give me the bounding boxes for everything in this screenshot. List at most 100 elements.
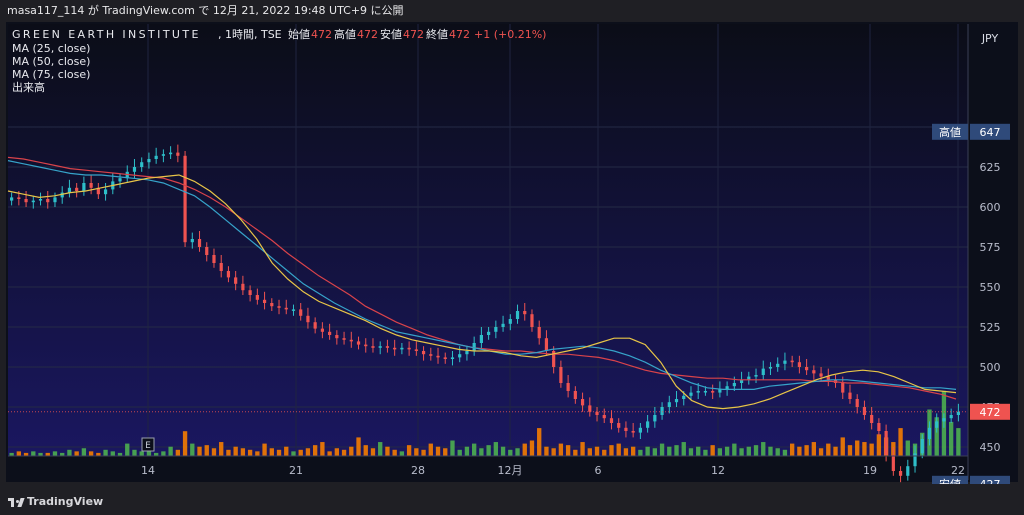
candle-body: [530, 314, 534, 327]
candle-body: [335, 335, 339, 339]
time-tick-label: 12: [711, 464, 725, 477]
price-tick-label: 600: [980, 201, 1001, 214]
volume-bar: [515, 448, 520, 456]
price-chart[interactable]: EJPY450475500525550575600625高値647472安値42…: [0, 0, 1024, 484]
volume-bar: [370, 448, 376, 456]
volume-bar: [587, 448, 592, 456]
candle-body: [31, 200, 35, 203]
tradingview-logo-icon: [8, 497, 25, 507]
volume-bar: [110, 451, 115, 456]
brand-label: TradingView: [27, 495, 104, 508]
volume-bar: [696, 446, 701, 456]
volume-bar: [23, 452, 29, 456]
candle-body: [103, 189, 108, 195]
volume-bar: [775, 448, 780, 456]
candle-body: [147, 159, 151, 163]
volume-bar: [67, 449, 72, 456]
candle-body: [826, 376, 830, 380]
volume-bar: [378, 442, 383, 456]
legend-indicator: MA (75, close): [12, 68, 90, 81]
volume-bar: [956, 428, 961, 456]
volume-bar: [768, 446, 773, 456]
candle-body: [754, 375, 758, 377]
volume-bar: [226, 449, 231, 456]
candle-body: [862, 407, 867, 415]
volume-bar: [616, 443, 621, 456]
candle-body: [82, 183, 86, 191]
candle-body: [566, 383, 570, 391]
candle-body: [674, 399, 679, 403]
volume-bar: [782, 449, 788, 456]
volume-bar: [797, 446, 802, 456]
volume-bar: [262, 443, 267, 456]
volume-bar: [240, 448, 246, 456]
volume-bar: [284, 446, 289, 456]
time-tick-label: 28: [411, 464, 425, 477]
volume-bar: [125, 443, 130, 456]
volume-bar: [190, 443, 195, 456]
volume-bar: [457, 449, 462, 456]
candle-body: [949, 415, 953, 419]
candle-body: [212, 255, 216, 263]
volume-bar: [312, 445, 318, 456]
volume-bar: [406, 445, 412, 456]
volume-bar: [761, 442, 766, 456]
volume-bar: [811, 442, 817, 456]
candle-body: [479, 335, 483, 343]
candle-body: [197, 239, 202, 247]
candle-body: [877, 423, 881, 431]
volume-bar: [551, 448, 556, 456]
volume-bar: [399, 451, 405, 456]
volume-bar: [833, 446, 838, 456]
event-marker-box: [141, 437, 155, 452]
time-tick-label: 22: [951, 464, 965, 477]
candle-body: [588, 405, 592, 412]
volume-bar: [753, 445, 759, 456]
plot-background: [8, 24, 968, 456]
volume-bar: [153, 452, 159, 456]
candle-body: [913, 453, 917, 467]
volume-bar: [298, 449, 303, 456]
candle-body: [364, 344, 368, 347]
candle-body: [653, 415, 657, 422]
candle-body: [328, 331, 332, 335]
volume-bar: [414, 448, 419, 456]
candle-body: [472, 343, 476, 351]
candle-body: [855, 399, 859, 407]
volume-bar: [161, 451, 166, 456]
candle-body: [248, 290, 252, 295]
volume-bar: [392, 449, 397, 456]
volume-bar: [840, 437, 845, 456]
volume-bar: [573, 449, 578, 456]
legend-indicator: MA (25, close): [12, 42, 90, 55]
volume-bar: [211, 448, 217, 456]
candle-body: [761, 368, 765, 375]
volume-bar: [327, 451, 332, 456]
volume-bar: [9, 452, 14, 456]
legend-ohlc-value: 472: [449, 28, 470, 41]
price-value-tag: [970, 123, 1010, 140]
volume-bar: [291, 451, 296, 456]
volume-bar: [638, 449, 643, 456]
candle-body: [458, 354, 462, 358]
volume-bar: [334, 448, 340, 456]
volume-bar: [630, 446, 636, 456]
volume-bar: [724, 446, 730, 456]
volume-bar: [855, 440, 860, 456]
ma25-line: [7, 174, 957, 410]
candle-body: [552, 351, 556, 367]
candle-body: [154, 155, 158, 159]
candle-body: [89, 183, 93, 188]
volume-bar: [905, 440, 910, 456]
volume-bar: [146, 448, 152, 456]
candle-body: [219, 263, 223, 271]
candle-body: [306, 315, 310, 323]
candle-body: [436, 355, 440, 358]
tradingview-brand[interactable]: TradingView: [8, 495, 103, 508]
candle-body: [682, 395, 686, 399]
volume-bar: [52, 451, 58, 456]
candle-body: [956, 411, 960, 415]
volume-bar: [96, 452, 101, 456]
volume-bar: [349, 446, 354, 456]
volume-bar: [421, 449, 426, 456]
